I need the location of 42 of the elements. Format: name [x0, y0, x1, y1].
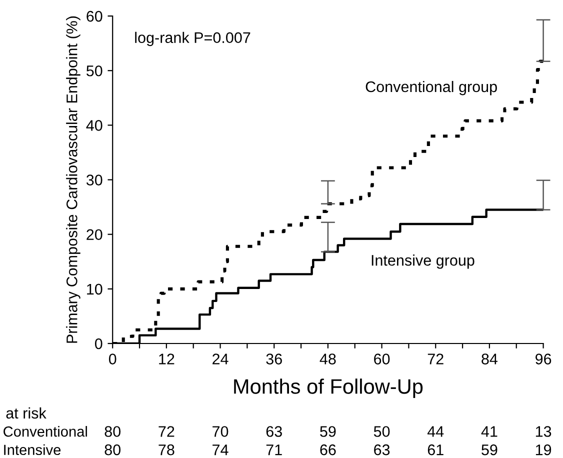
annotation: log-rank P=0.007 [135, 32, 250, 46]
x-tick-label: 84 [482, 354, 498, 364]
text: 19 [536, 444, 552, 456]
text: 80 [104, 444, 120, 456]
x-tick-label: 0 [108, 354, 116, 364]
text: Conventional [4, 426, 87, 437]
series-label: Conventional group [366, 80, 497, 96]
text: 78 [158, 444, 174, 456]
text: 44 [427, 426, 444, 437]
y-axis-title: Primary Composite Cardiovascular Endpoint (%) [66, 16, 80, 343]
text: 80 [104, 426, 120, 437]
text: 71 [266, 444, 282, 456]
text: 63 [266, 426, 282, 437]
text: 41 [481, 426, 498, 437]
text: 13 [536, 426, 552, 437]
x-axis-title: Months of Follow-Up [234, 378, 423, 398]
x-tick-label: 36 [266, 354, 282, 364]
text: 59 [482, 444, 498, 456]
y-tick-label: 50 [86, 65, 102, 76]
y-tick-label: 60 [86, 10, 102, 22]
y-tick-label: 0 [94, 338, 102, 350]
x-tick-label: 24 [212, 354, 228, 364]
y-tick-label: 10 [87, 284, 102, 295]
y-tick-label: 40 [86, 120, 102, 131]
x-tick-label: 60 [374, 354, 390, 364]
text: 74 [212, 444, 228, 456]
text: Intensive [4, 444, 61, 456]
text: 59 [320, 426, 336, 437]
text: 70 [212, 426, 228, 437]
text: 66 [320, 444, 336, 456]
y-tick-label: 20 [86, 229, 102, 240]
series-label: Intensive group [372, 254, 474, 269]
text: at risk [6, 407, 46, 419]
text: 72 [158, 426, 174, 437]
x-tick-label: 12 [159, 354, 174, 364]
text: 61 [428, 444, 444, 456]
x-tick-label: 48 [320, 354, 336, 364]
text: 50 [374, 426, 390, 437]
x-tick-label: 72 [428, 354, 444, 364]
text: 63 [374, 444, 390, 456]
y-tick-label: 30 [86, 174, 102, 186]
x-tick-label: 96 [536, 354, 552, 364]
